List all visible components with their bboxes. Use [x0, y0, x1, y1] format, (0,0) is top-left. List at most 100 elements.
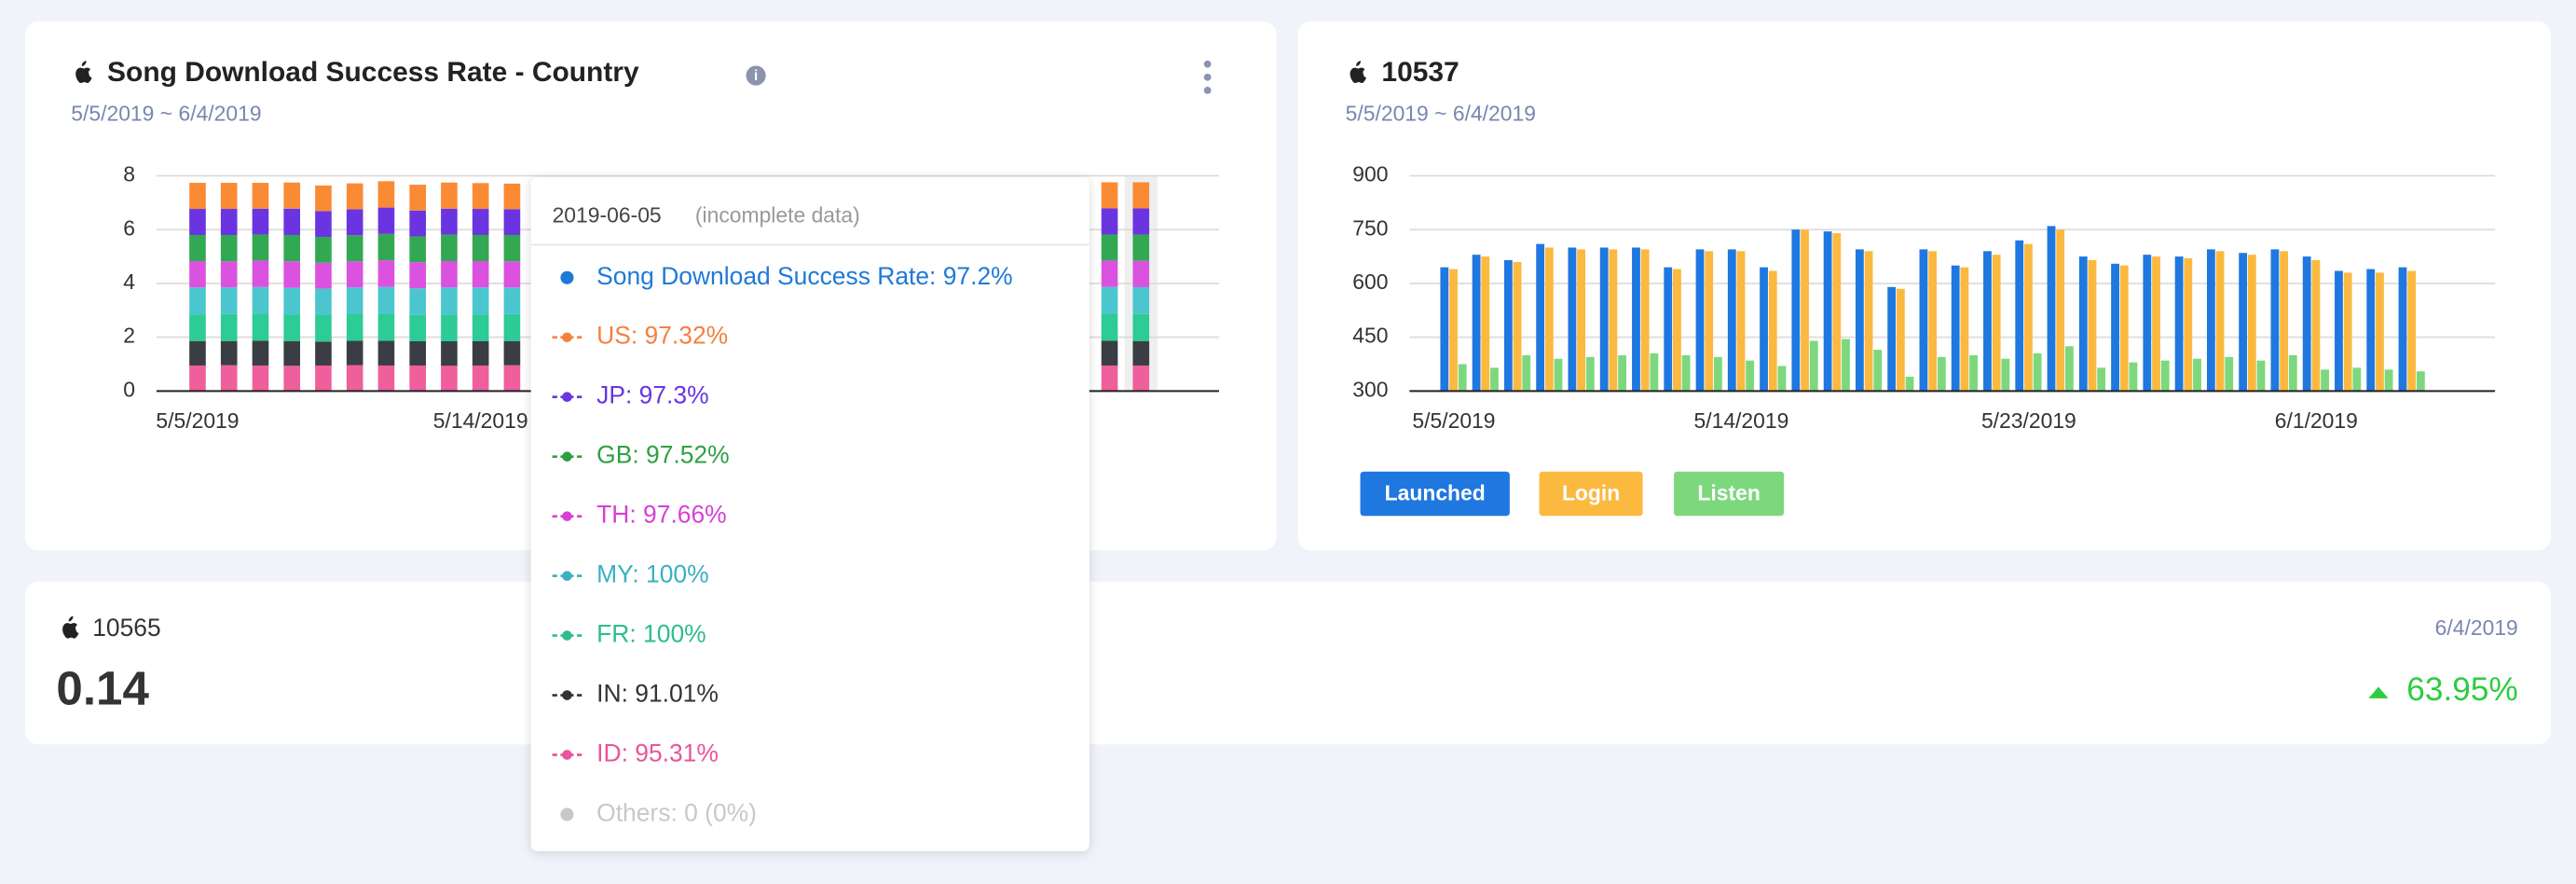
bar-segment — [252, 208, 269, 235]
bar-segment — [346, 287, 363, 314]
bar-segment — [283, 235, 301, 262]
kpi-date: 6/4/2019 — [2435, 615, 2518, 640]
bar-segment — [1101, 365, 1118, 392]
bar — [2184, 258, 2193, 392]
bar-segment — [189, 314, 206, 341]
bar-segment — [1132, 286, 1150, 314]
bar-segment — [503, 235, 521, 262]
bar-segment — [472, 340, 489, 366]
bar-segment — [377, 286, 395, 314]
bar — [1695, 249, 1705, 392]
bar-segment — [472, 235, 489, 262]
bar — [2280, 251, 2289, 392]
y-tick-label: 0 — [123, 377, 135, 401]
bar — [1650, 352, 1659, 392]
bar-segment — [377, 233, 395, 261]
bar — [1536, 243, 1545, 392]
bar — [2398, 267, 2407, 392]
tooltip-note: (incomplete data) — [695, 203, 860, 228]
bar-segment — [220, 183, 238, 210]
kebab-menu[interactable] — [1203, 60, 1212, 94]
bar — [2015, 240, 2024, 392]
bar — [1983, 251, 1992, 392]
bar — [2097, 367, 2106, 392]
legend-button[interactable] — [1360, 471, 1510, 517]
bar-segment — [346, 261, 363, 288]
bar — [2247, 255, 2256, 392]
bar — [2239, 253, 2248, 392]
bar — [2366, 269, 2376, 392]
kpi-title: 10565 — [92, 614, 160, 642]
bar — [2024, 243, 2033, 392]
bar — [1554, 358, 1563, 392]
bar-segment — [315, 315, 332, 342]
bar-segment — [472, 287, 489, 315]
bar-segment — [472, 209, 489, 236]
bar — [1832, 233, 1842, 392]
bar — [1681, 354, 1691, 392]
y-tick-label: 6 — [123, 215, 135, 240]
tooltip-item: Others: 0 (0%) — [596, 798, 757, 826]
bar — [1513, 261, 1522, 392]
bar — [1618, 354, 1626, 392]
bar-segment — [472, 261, 489, 288]
bar — [1791, 229, 1801, 392]
x-tick-label: 5/14/2019 — [1694, 408, 1789, 433]
x-tick-label: 5/5/2019 — [1412, 408, 1495, 433]
bar-segment — [283, 314, 301, 341]
bar-segment — [1101, 182, 1118, 209]
y-tick-label: 4 — [123, 269, 135, 294]
bar-segment — [1132, 260, 1150, 287]
bar-segment — [315, 365, 332, 392]
tooltip-item: Song Download Success Rate: 97.2% — [596, 262, 1013, 290]
bar-segment — [220, 340, 238, 366]
y-tick-label: 750 — [1352, 215, 1388, 240]
bar — [2352, 367, 2362, 392]
bar — [1544, 247, 1554, 392]
legend-button[interactable] — [1539, 471, 1643, 517]
bar-segment — [189, 183, 206, 210]
bar-segment — [252, 313, 269, 341]
tooltip-item: FR: 100% — [596, 620, 706, 648]
bar — [1503, 259, 1513, 392]
bar — [1449, 269, 1458, 392]
legend-label: Login — [1562, 480, 1620, 504]
bar — [1673, 269, 1681, 392]
bar-segment — [1101, 208, 1118, 235]
bar — [1458, 364, 1467, 392]
bar-segment — [189, 340, 206, 366]
bar-segment — [409, 340, 426, 366]
bar — [2056, 229, 2065, 392]
bar — [1632, 247, 1640, 392]
tooltip-item: IN: 91.01% — [596, 680, 719, 708]
legend-button[interactable] — [1674, 471, 1785, 517]
date-range: 5/5/2019 ~ 6/4/2019 — [1346, 101, 1536, 125]
bar-segment — [1132, 208, 1150, 235]
kpi-change: 63.95% — [2406, 671, 2518, 708]
chart-2: 300 450 600 750 900 5/5/2019 5/14/2019 5/23/201… — [1352, 162, 2496, 433]
bar — [1951, 265, 1960, 392]
bar — [1919, 249, 1928, 392]
bar — [2407, 270, 2417, 392]
legend-label: Listen — [1697, 480, 1760, 504]
bar-segment — [346, 313, 363, 341]
bar — [2078, 256, 2088, 392]
bar — [1522, 354, 1531, 392]
bar — [2143, 255, 2152, 392]
bar-segment — [441, 366, 458, 392]
bar-segment — [315, 211, 332, 238]
bar-segment — [441, 314, 458, 341]
bar — [1481, 256, 1490, 392]
bar-segment — [503, 313, 521, 341]
tooltip-item: JP: 97.3% — [596, 381, 708, 409]
tooltip-dot — [560, 270, 574, 284]
info-icon[interactable] — [746, 65, 766, 86]
bar-segment — [252, 260, 269, 287]
bar-segment — [1101, 313, 1118, 341]
bar-segment — [220, 209, 238, 236]
bar-segment — [409, 262, 426, 289]
legend-label: Launched — [1385, 480, 1486, 504]
bar — [2376, 272, 2384, 392]
bar — [1713, 356, 1722, 392]
bar-segment — [377, 365, 395, 392]
